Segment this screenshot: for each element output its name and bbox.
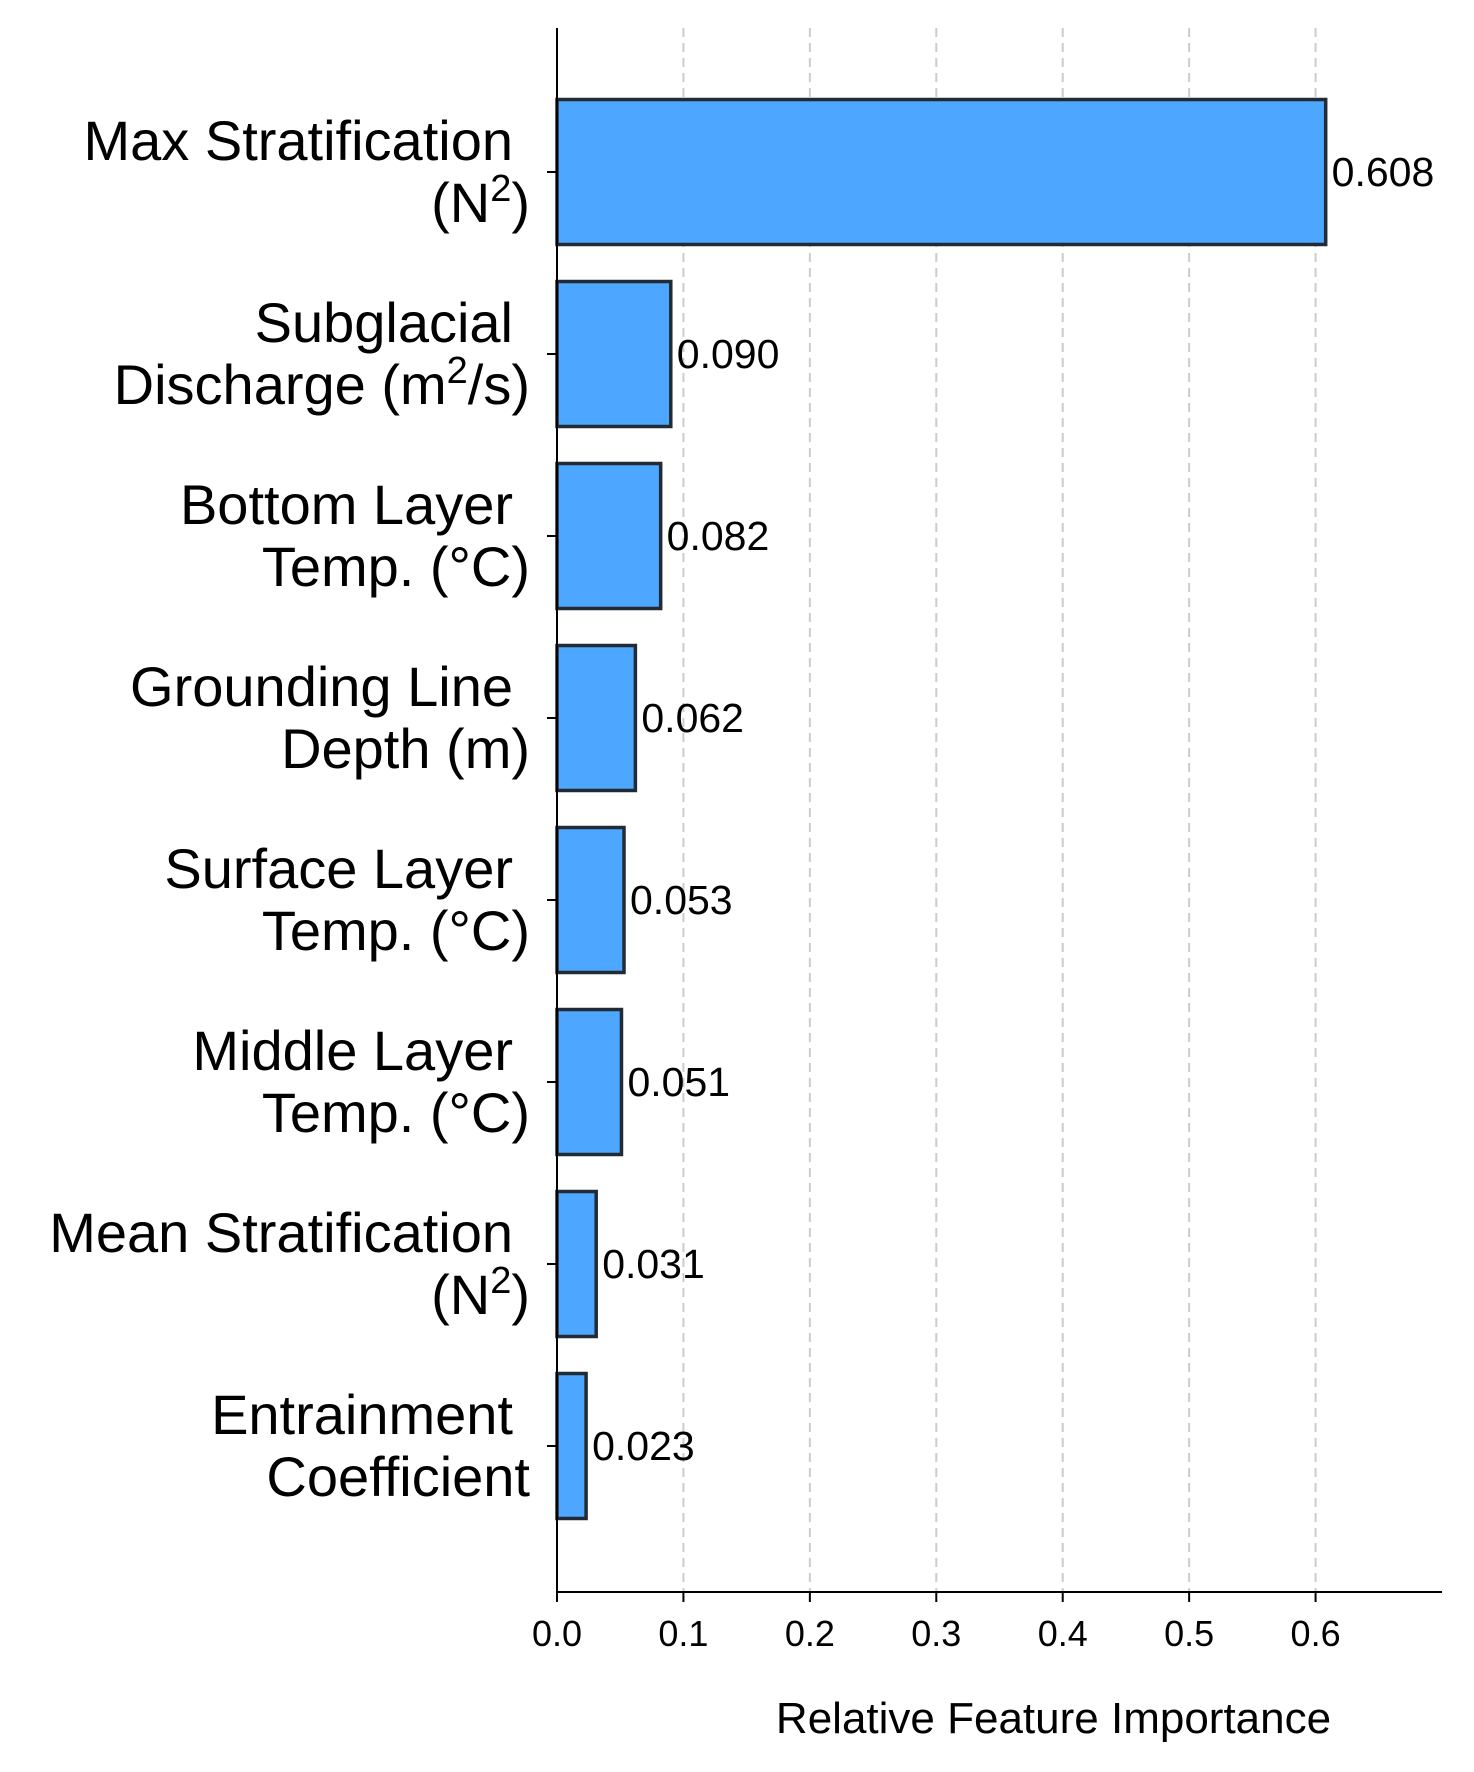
grid-lines bbox=[682, 28, 1317, 1592]
value-label: 0.082 bbox=[667, 513, 770, 559]
x-tick-label: 0.6 bbox=[1291, 1613, 1341, 1654]
ticks: 0.0 0.1 0.2 0.3 0.4 0.5 0.6 bbox=[532, 171, 1341, 1654]
category-label-line2: Temp. (°C) bbox=[262, 535, 530, 598]
x-tick-label: 0.3 bbox=[911, 1613, 961, 1654]
category-label-line2: (N2) bbox=[431, 1260, 530, 1326]
value-label: 0.608 bbox=[1332, 149, 1435, 195]
x-tick-label: 0.0 bbox=[532, 1613, 582, 1654]
bar bbox=[555, 279, 673, 429]
x-tick-label: 0.4 bbox=[1038, 1613, 1088, 1654]
bar bbox=[555, 825, 626, 975]
category-label-line1: Middle Layer bbox=[192, 1019, 513, 1082]
x-tick-label: 0.2 bbox=[785, 1613, 835, 1654]
value-label: 0.090 bbox=[677, 331, 780, 377]
category-label-line1: Surface Layer bbox=[164, 837, 513, 900]
category-labels: Max Stratification(N2)SubglacialDischarg… bbox=[49, 109, 530, 1508]
bar bbox=[555, 461, 663, 611]
category-label-line1: Subglacial bbox=[255, 291, 513, 354]
value-labels: 0.608 0.090 0.082 0.062 0.053 0.051 0.031 0.023 bbox=[592, 149, 1434, 1469]
category-label-line2: (N2) bbox=[431, 168, 530, 234]
x-tick-label: 0.1 bbox=[658, 1613, 708, 1654]
x-tick-label: 0.5 bbox=[1164, 1613, 1214, 1654]
bar bbox=[555, 1007, 624, 1157]
category-label-line2: Temp. (°C) bbox=[262, 1081, 530, 1144]
value-label: 0.062 bbox=[641, 695, 744, 741]
bars bbox=[555, 97, 1328, 1521]
bar bbox=[555, 97, 1328, 247]
category-label-line1: Grounding Line bbox=[130, 655, 513, 718]
value-label: 0.053 bbox=[630, 877, 733, 923]
category-label-line1: Mean Stratification bbox=[49, 1201, 513, 1264]
value-label: 0.031 bbox=[602, 1241, 705, 1287]
bar bbox=[555, 1189, 598, 1339]
category-label-line2: Discharge (m2/s) bbox=[114, 350, 530, 416]
category-label-line2: Coefficient bbox=[266, 1445, 530, 1508]
x-axis-title: Relative Feature Importance bbox=[776, 1694, 1331, 1743]
category-label-line1: Max Stratification bbox=[84, 109, 514, 172]
value-label: 0.023 bbox=[592, 1423, 695, 1469]
bar bbox=[555, 1371, 588, 1521]
category-label-line2: Temp. (°C) bbox=[262, 899, 530, 962]
category-label-line2: Depth (m) bbox=[281, 717, 530, 780]
category-label-line1: Bottom Layer bbox=[180, 473, 513, 536]
value-label: 0.051 bbox=[627, 1059, 730, 1105]
axes bbox=[556, 28, 1442, 1593]
bar bbox=[555, 643, 638, 793]
category-label-line1: Entrainment bbox=[211, 1383, 513, 1446]
